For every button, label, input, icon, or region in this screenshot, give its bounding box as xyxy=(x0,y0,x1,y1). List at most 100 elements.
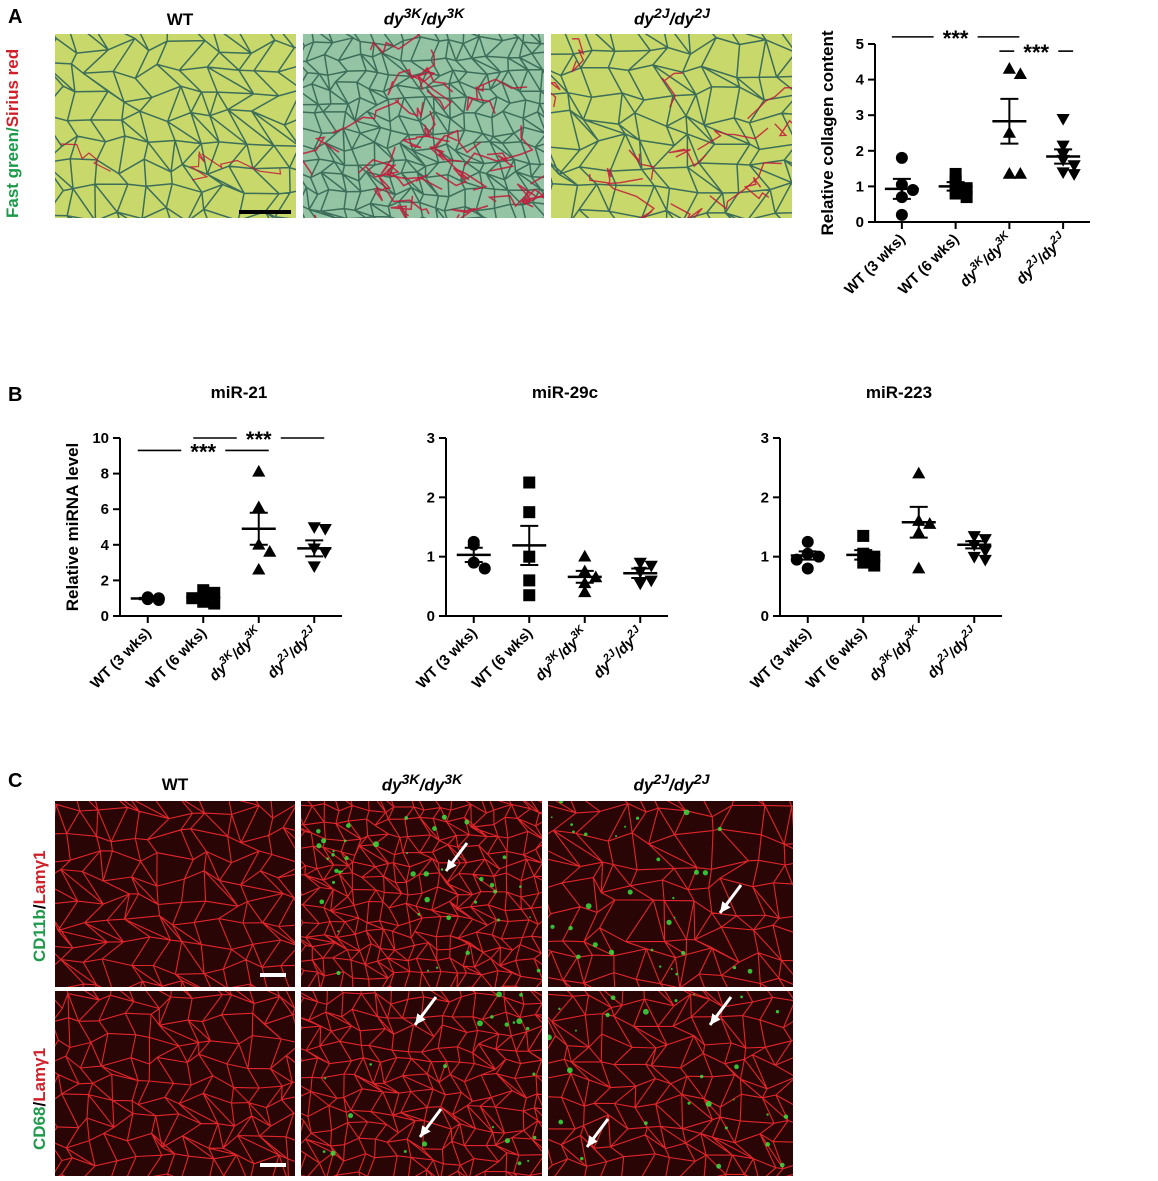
data-point xyxy=(578,585,592,598)
micrograph-c-cd68-dy2j xyxy=(548,991,793,1176)
data-point xyxy=(895,208,908,221)
chart-title: miR-29c xyxy=(532,383,598,402)
data-point xyxy=(801,535,814,548)
micrograph-c-cd11b-dy2j xyxy=(548,801,793,987)
y-tick-label: 6 xyxy=(101,501,109,518)
micrograph-c-cd11b-wt xyxy=(55,801,295,987)
y-tick-label: 1 xyxy=(856,178,864,195)
data-point xyxy=(478,562,491,575)
x-tick-label: dy3K/dy3K xyxy=(955,229,1017,291)
y-tick-label: 0 xyxy=(856,214,864,231)
column-title-dy3k: dy3K/dy3K xyxy=(383,6,465,29)
y-tick-label: 1 xyxy=(427,549,435,566)
column-title-c-wt: WT xyxy=(161,775,189,794)
data-point xyxy=(960,191,973,204)
chart-title: miR-223 xyxy=(866,383,932,402)
y-tick-label: 2 xyxy=(101,572,109,589)
data-point xyxy=(1002,62,1016,74)
data-point xyxy=(633,557,647,570)
x-tick-label: WT (6 wks) xyxy=(803,625,870,692)
series-3 xyxy=(307,522,332,574)
chart-mir223: 0 1 2 3 WT (3 wks) WT (6 wks) dy3K/dy3K dy2J/dy… xyxy=(747,378,1120,723)
x-tick-label: dy3K/dy3K xyxy=(205,623,267,685)
micrograph-a-dy3k xyxy=(303,34,544,218)
data-point xyxy=(967,531,981,543)
significance-label: *** xyxy=(246,427,272,452)
y-axis-label: Relative collagen content xyxy=(818,30,837,235)
x-tick-label: dy3K/dy3K xyxy=(531,623,593,685)
y-tick-label: 3 xyxy=(761,430,769,447)
data-point xyxy=(523,476,536,489)
y-axis-label: Relative miRNA level xyxy=(63,443,82,612)
stain-label-c-row1: CD11b/Lamγ1 xyxy=(30,850,49,962)
column-title-dy2j: dy2J/dy2J xyxy=(634,6,710,29)
data-point xyxy=(895,151,908,164)
series-2 xyxy=(578,549,603,598)
x-tick-label: WT (6 wks) xyxy=(143,625,210,692)
micrograph-c-cd68-dy3k xyxy=(301,991,542,1176)
data-point xyxy=(318,523,332,536)
data-point xyxy=(523,574,536,587)
y-tick-label: 4 xyxy=(101,537,110,554)
y-tick-label: 3 xyxy=(856,107,864,124)
y-tick-label: 0 xyxy=(101,608,109,625)
panel-letter-c: C xyxy=(8,770,23,792)
panel-letter-b: B xyxy=(8,384,23,406)
y-tick-label: 0 xyxy=(761,608,769,625)
data-point xyxy=(633,578,647,591)
data-point xyxy=(307,522,321,534)
data-point xyxy=(523,506,536,519)
data-point xyxy=(801,562,814,575)
data-point xyxy=(1056,113,1070,126)
data-point xyxy=(868,559,881,572)
series-3 xyxy=(1056,113,1081,181)
data-point xyxy=(912,561,926,574)
data-point xyxy=(1002,167,1016,179)
series-2 xyxy=(912,466,937,574)
data-point xyxy=(1056,167,1070,180)
series-2 xyxy=(252,464,277,575)
y-tick-label: 1 xyxy=(761,549,769,566)
data-point xyxy=(857,529,870,542)
data-point xyxy=(912,466,926,479)
micrograph-a-wt xyxy=(55,34,296,218)
x-tick-label: WT (6 wks) xyxy=(469,625,536,692)
data-point xyxy=(307,561,321,574)
data-point xyxy=(978,554,992,567)
panel-letter-a: A xyxy=(8,6,23,28)
data-point xyxy=(252,562,266,575)
micrograph-c-cd68-wt xyxy=(55,991,295,1176)
x-tick-label: dy2J/dy2J xyxy=(1011,229,1070,288)
significance-label: *** xyxy=(190,439,216,464)
data-point xyxy=(644,560,658,573)
chart-mir21: 0 2 4 6 8 10 WT (3 wks) WT (6 wks) dy3K/dy3K dy2J… xyxy=(20,378,380,723)
y-tick-label: 2 xyxy=(427,489,435,506)
significance-label: *** xyxy=(943,26,969,51)
x-tick-label: dy2J/dy2J xyxy=(263,623,322,682)
column-title-c-dy2j: dy2J/dy2J xyxy=(633,772,710,795)
y-tick-label: 0 xyxy=(427,608,435,625)
x-tick-label: dy3K/dy3K xyxy=(865,623,927,685)
stain-label-c-row2: CD68/Lamγ1 xyxy=(30,1047,49,1150)
chart-title: miR-21 xyxy=(211,383,268,402)
y-tick-label: 3 xyxy=(427,430,435,447)
y-tick-label: 10 xyxy=(92,430,109,447)
y-tick-label: 2 xyxy=(761,489,769,506)
data-point xyxy=(1013,167,1027,179)
y-tick-label: 2 xyxy=(856,143,864,160)
chart-mir29c: 0 1 2 3 WT (3 wks) WT (6 wks) dy3K/dy3K dy2J/dy… xyxy=(398,378,758,723)
data-point xyxy=(1067,169,1081,181)
data-point xyxy=(197,584,210,597)
x-tick-label: dy2J/dy2J xyxy=(589,623,648,682)
chart-collagen: 0 1 2 3 4 5 WT (3 wks) WT (6 wks) dy3K/dy3K dy2J/… xyxy=(800,0,1158,340)
series-1 xyxy=(523,476,536,602)
data-point xyxy=(1013,67,1027,80)
data-point xyxy=(252,500,266,513)
data-point xyxy=(578,549,592,562)
micrograph-a-dy2j xyxy=(551,34,792,218)
y-tick-label: 5 xyxy=(856,36,864,53)
significance-label: *** xyxy=(1023,40,1049,65)
column-title-wt: WT xyxy=(166,10,194,29)
y-tick-label: 8 xyxy=(101,466,109,483)
y-tick-label: 4 xyxy=(856,72,865,89)
